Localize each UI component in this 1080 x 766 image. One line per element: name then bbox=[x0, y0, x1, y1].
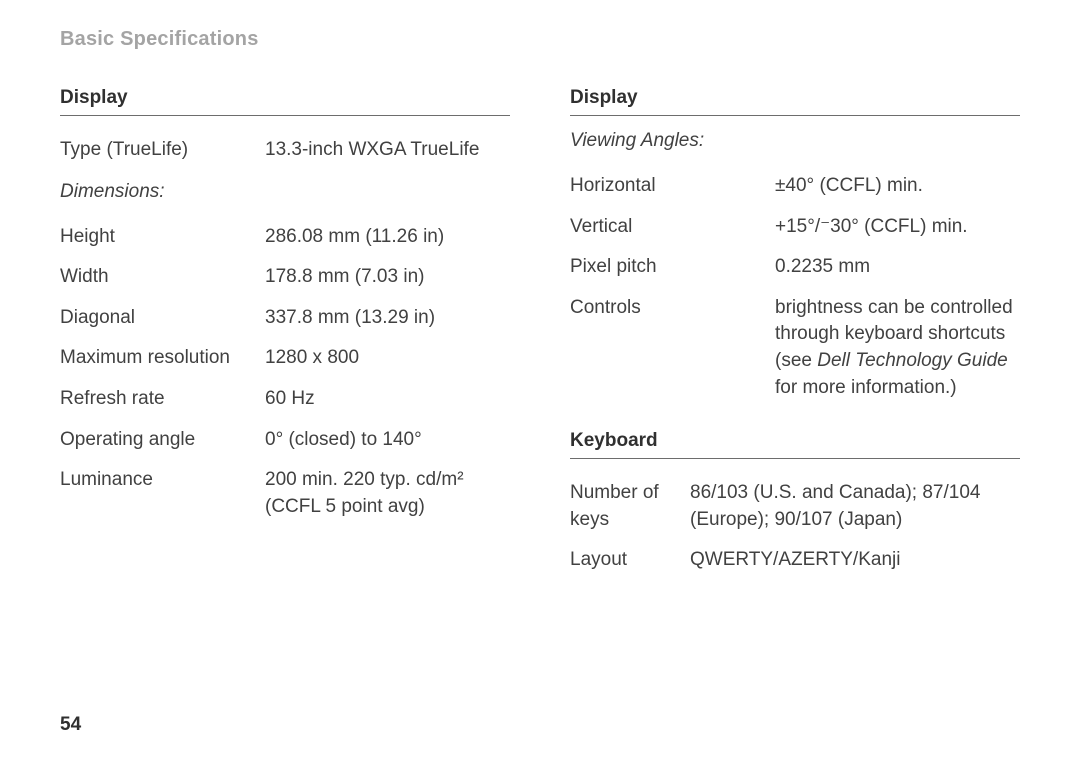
spec-label: Pixel pitch bbox=[570, 247, 775, 288]
spec-value: 200 min. 220 typ. cd/m² (CCFL 5 point av… bbox=[265, 460, 510, 527]
table-row: Operating angle 0° (closed) to 140° bbox=[60, 420, 510, 461]
spec-value: 1280 x 800 bbox=[265, 338, 510, 379]
spec-label: Horizontal bbox=[570, 166, 775, 207]
spacer bbox=[570, 408, 1020, 430]
subheader-viewing-angles: Viewing Angles: bbox=[570, 130, 1020, 152]
spec-label: Height bbox=[60, 217, 265, 258]
spec-value: ±40° (CCFL) min. bbox=[775, 166, 1020, 207]
page-title: Basic Specifications bbox=[60, 28, 1020, 51]
section-header-display-left: Display bbox=[60, 87, 510, 116]
page-number: 54 bbox=[60, 714, 81, 736]
spec-table-display-left: Type (TrueLife) 13.3-inch WXGA TrueLife bbox=[60, 130, 510, 171]
spec-value-italic: Dell Technology Guide bbox=[817, 350, 1007, 371]
table-row: Refresh rate 60 Hz bbox=[60, 379, 510, 420]
left-column: Display Type (TrueLife) 13.3-inch WXGA T… bbox=[60, 87, 510, 581]
spec-value: 286.08 mm (11.26 in) bbox=[265, 217, 510, 258]
table-row: Luminance 200 min. 220 typ. cd/m² (CCFL … bbox=[60, 460, 510, 527]
right-column: Display Viewing Angles: Horizontal ±40° … bbox=[570, 87, 1020, 581]
table-row: Controls brightness can be controlled th… bbox=[570, 288, 1020, 408]
spec-value: 0.2235 mm bbox=[775, 247, 1020, 288]
spec-value-controls: brightness can be controlled through key… bbox=[775, 288, 1020, 408]
spec-label: Layout bbox=[570, 540, 690, 581]
spec-value: 86/103 (U.S. and Canada); 87/104 (Europe… bbox=[690, 473, 1020, 540]
spec-label: Number of keys bbox=[570, 473, 690, 540]
table-row: Type (TrueLife) 13.3-inch WXGA TrueLife bbox=[60, 130, 510, 171]
table-row: Vertical +15°/⁻30° (CCFL) min. bbox=[570, 207, 1020, 248]
spec-label: Luminance bbox=[60, 460, 265, 527]
spec-label: Width bbox=[60, 257, 265, 298]
spec-label: Diagonal bbox=[60, 298, 265, 339]
spec-value: 13.3-inch WXGA TrueLife bbox=[265, 130, 510, 171]
spec-table-keyboard: Number of keys 86/103 (U.S. and Canada);… bbox=[570, 473, 1020, 581]
spec-value-text: for more information.) bbox=[775, 377, 957, 398]
table-row: Diagonal 337.8 mm (13.29 in) bbox=[60, 298, 510, 339]
table-row: Maximum resolution 1280 x 800 bbox=[60, 338, 510, 379]
spec-label: Refresh rate bbox=[60, 379, 265, 420]
spec-value: QWERTY/AZERTY/Kanji bbox=[690, 540, 1020, 581]
spec-table-display-right: Horizontal ±40° (CCFL) min. Vertical +15… bbox=[570, 166, 1020, 408]
spec-label: Maximum resolution bbox=[60, 338, 265, 379]
page: Basic Specifications Display Type (TrueL… bbox=[0, 0, 1080, 766]
spec-value: 178.8 mm (7.03 in) bbox=[265, 257, 510, 298]
spec-label: Type (TrueLife) bbox=[60, 130, 265, 171]
spec-label: Vertical bbox=[570, 207, 775, 248]
section-header-display-right: Display bbox=[570, 87, 1020, 116]
spec-value: 60 Hz bbox=[265, 379, 510, 420]
table-row: Number of keys 86/103 (U.S. and Canada);… bbox=[570, 473, 1020, 540]
spec-value: 0° (closed) to 140° bbox=[265, 420, 510, 461]
subheader-dimensions: Dimensions: bbox=[60, 181, 510, 203]
table-row: Height 286.08 mm (11.26 in) bbox=[60, 217, 510, 258]
table-row: Layout QWERTY/AZERTY/Kanji bbox=[570, 540, 1020, 581]
table-row: Pixel pitch 0.2235 mm bbox=[570, 247, 1020, 288]
spec-label: Controls bbox=[570, 288, 775, 408]
spec-table-dimensions: Height 286.08 mm (11.26 in) Width 178.8 … bbox=[60, 217, 510, 528]
spec-value: 337.8 mm (13.29 in) bbox=[265, 298, 510, 339]
columns: Display Type (TrueLife) 13.3-inch WXGA T… bbox=[60, 87, 1020, 581]
spec-label: Operating angle bbox=[60, 420, 265, 461]
section-header-keyboard: Keyboard bbox=[570, 430, 1020, 459]
table-row: Width 178.8 mm (7.03 in) bbox=[60, 257, 510, 298]
table-row: Horizontal ±40° (CCFL) min. bbox=[570, 166, 1020, 207]
spec-value: +15°/⁻30° (CCFL) min. bbox=[775, 207, 1020, 248]
